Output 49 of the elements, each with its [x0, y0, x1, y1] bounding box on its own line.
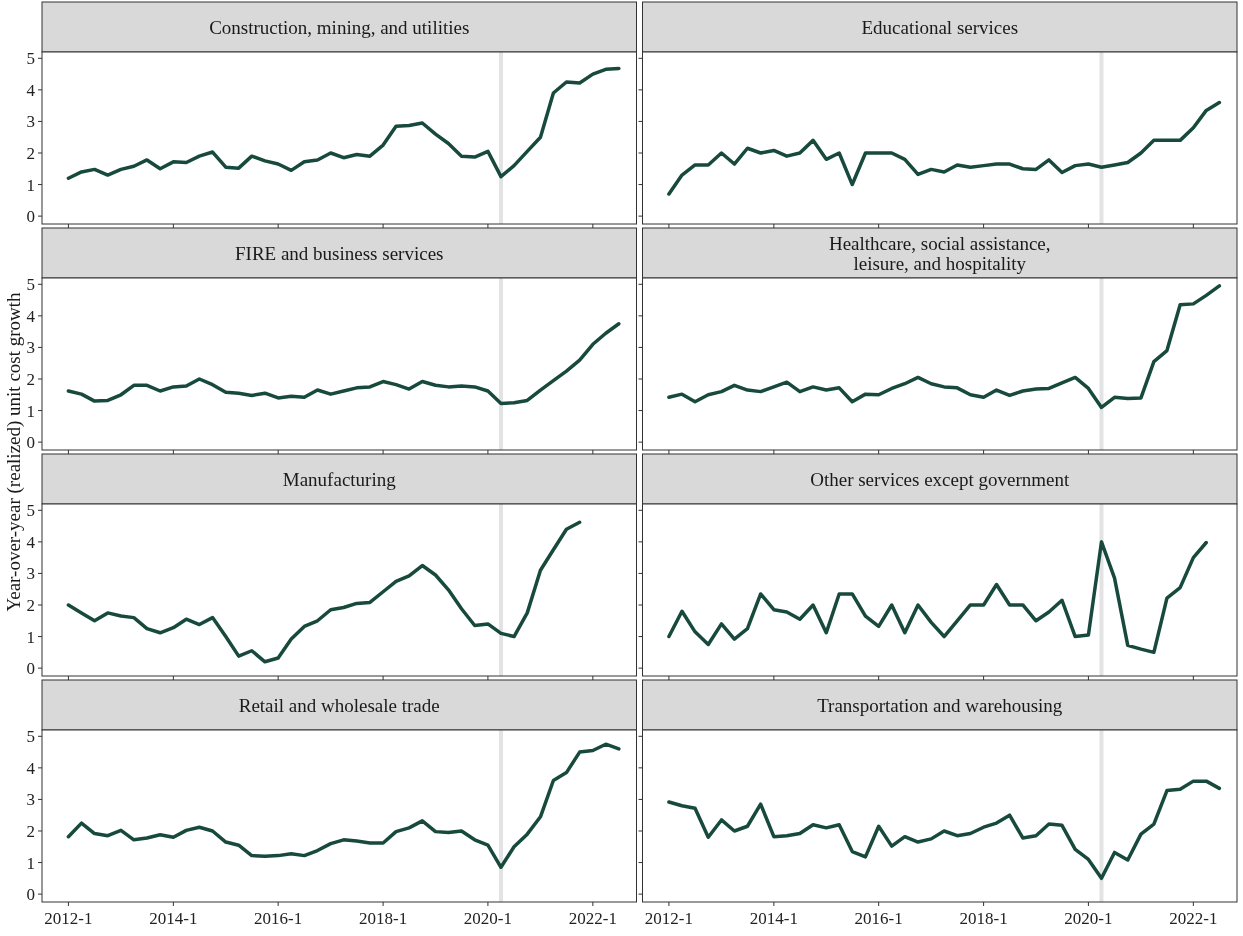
y-tick-label: 0 [26, 885, 35, 905]
y-tick-label: 0 [26, 659, 35, 679]
y-tick-label: 4 [26, 80, 36, 100]
y-axis-title: Year-over-year (realized) unit cost growth [3, 291, 25, 612]
y-tick-label: 4 [26, 532, 36, 552]
x-tick-label: 2014-1 [749, 909, 798, 928]
y-tick-label: 4 [26, 306, 36, 326]
x-tick-label: 2014-1 [149, 909, 198, 928]
y-tick-label: 2 [26, 821, 35, 841]
x-tick-label: 2012-1 [44, 909, 93, 928]
y-tick-label: 4 [26, 758, 36, 778]
y-tick-label: 3 [26, 564, 35, 584]
x-tick-label: 2020-1 [463, 909, 512, 928]
y-tick-label: 5 [26, 49, 35, 69]
y-tick-label: 3 [26, 338, 35, 358]
x-tick-label: 2018-1 [359, 909, 408, 928]
chart-title: Transportation and warehousing [817, 695, 1063, 716]
chart-title: Other services except government [810, 469, 1070, 490]
chart-title: Retail and wholesale trade [238, 695, 440, 716]
x-tick-label: 2022-1 [1169, 909, 1218, 928]
y-tick-label: 1 [26, 853, 35, 873]
y-tick-label: 2 [26, 595, 35, 615]
line-series [66, 742, 621, 870]
y-tick-label: 1 [26, 401, 35, 421]
y-tick-label: 3 [26, 112, 35, 132]
chart-title: Healthcare, social assistance, leisure, and hospitality [828, 233, 1051, 274]
y-tick-label: 3 [26, 790, 35, 810]
y-tick-label: 5 [26, 275, 35, 295]
chart-title: Construction, mining, and utilities [209, 17, 470, 38]
y-tick-label: 1 [26, 175, 35, 195]
y-tick-label: 5 [26, 727, 35, 747]
chart-title: FIRE and business services [235, 243, 444, 264]
y-tick-label: 2 [26, 143, 35, 163]
y-tick-label: 0 [26, 207, 35, 227]
x-tick-label: 2012-1 [644, 909, 693, 928]
chart-title: Manufacturing [282, 469, 397, 490]
x-tick-label: 2022-1 [568, 909, 617, 928]
x-tick-label: 2016-1 [854, 909, 903, 928]
line-series [66, 66, 621, 180]
y-tick-label: 5 [26, 501, 35, 521]
x-tick-label: 2018-1 [959, 909, 1008, 928]
line-series [66, 322, 621, 406]
chart-title: Educational services [861, 17, 1019, 38]
x-tick-label: 2020-1 [1064, 909, 1113, 928]
y-tick-label: 2 [26, 369, 35, 389]
x-tick-label: 2016-1 [254, 909, 303, 928]
line-series [66, 520, 582, 664]
y-tick-label: 1 [26, 627, 35, 647]
y-tick-label: 0 [26, 433, 35, 453]
